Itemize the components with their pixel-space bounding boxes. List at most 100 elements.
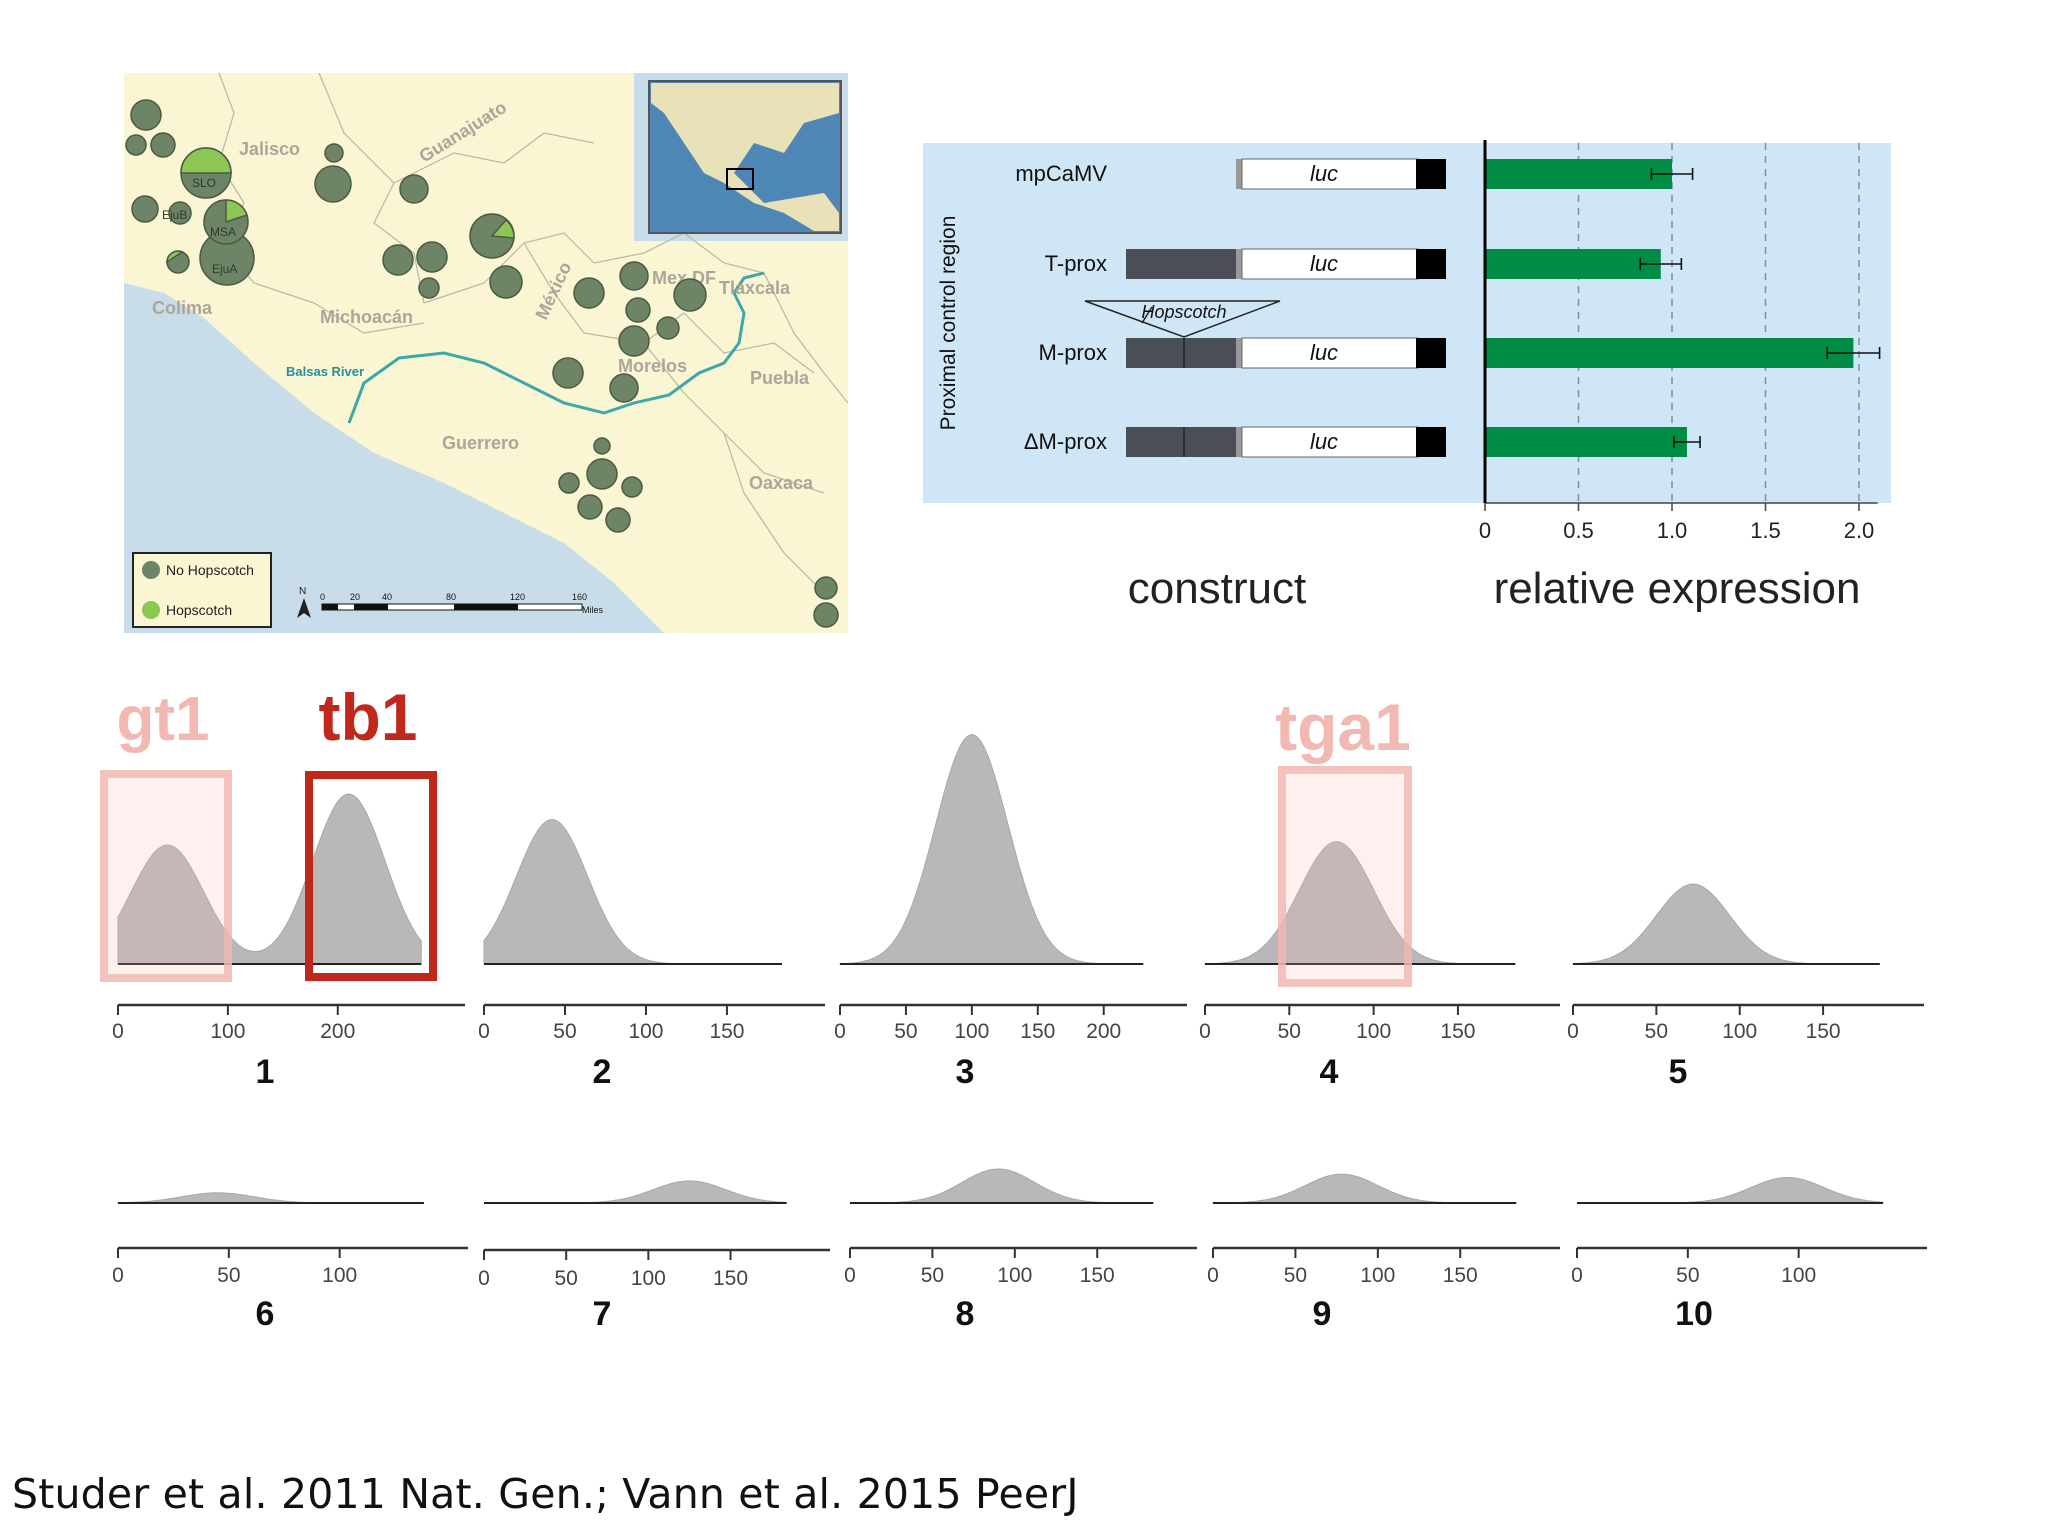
inset-map	[648, 80, 842, 234]
promoter-block	[1126, 249, 1238, 279]
terminator-block	[1416, 159, 1446, 189]
x-tick-label: 50	[894, 1020, 917, 1043]
construct-name: mpCaMV	[1015, 161, 1107, 186]
state-label-jalisco: Jalisco	[239, 139, 300, 159]
map-land	[124, 73, 848, 633]
density-plot-10: 0 50 100 10	[1571, 1177, 1927, 1333]
site-label-msa: MSA	[210, 225, 236, 239]
error-bar	[1650, 168, 1694, 180]
legend-hopscotch: Hopscotch	[166, 602, 232, 618]
promoter-block	[1126, 427, 1238, 457]
x-tick-label: 100	[1356, 1020, 1391, 1043]
density-plot-2: 0 50 100 150 2	[478, 819, 825, 1091]
x-tick-label: 50	[921, 1264, 944, 1287]
density-area	[1577, 1177, 1884, 1204]
state-label-puebla: Puebla	[750, 368, 810, 388]
spacer-block	[1236, 249, 1244, 279]
map-svg: Jalisco Guanajuato Colima Michoacán Méxi…	[124, 72, 849, 633]
north-arrow-icon: N	[297, 586, 311, 618]
panel-number: 7	[593, 1295, 612, 1333]
x-tick-label: 50	[1284, 1264, 1307, 1287]
terminator-block	[1416, 338, 1446, 368]
state-borders	[218, 72, 849, 594]
svg-text:Miles: Miles	[582, 605, 604, 615]
svg-text:160: 160	[572, 592, 587, 602]
spacer-block	[1236, 427, 1244, 457]
panel-number: 6	[256, 1295, 275, 1333]
bar-mpCaMV	[1485, 159, 1672, 189]
panel-number: 9	[1313, 1295, 1332, 1333]
legend-no-hopscotch: No Hopscotch	[166, 562, 254, 578]
density-area	[117, 793, 422, 965]
density-plot-6: 0 50 100 6	[112, 1192, 468, 1333]
highlight-tb1: tb1	[305, 680, 437, 981]
panel-number: 2	[593, 1053, 612, 1091]
construct-rows: mpCaMV luc T-prox luc M-prox luc Hopscotch ΔM-p…	[1015, 158, 1446, 458]
highlight-box	[305, 771, 437, 981]
highlight-box	[100, 770, 232, 982]
balsas-river	[347, 271, 765, 424]
site-label-ejub: EjuB	[162, 208, 187, 222]
x-tick-label: 150	[1440, 1020, 1475, 1043]
x-tick-label: 100	[322, 1264, 357, 1287]
x-tick-label: 100	[997, 1264, 1032, 1287]
terminator-block	[1416, 427, 1446, 457]
x-tick-label: 0	[1199, 1020, 1211, 1043]
svg-text:120: 120	[510, 592, 525, 602]
density-plot-8: 0 50 100 150 8	[844, 1168, 1197, 1333]
x-tick-label: 50	[1278, 1020, 1301, 1043]
spacer-block	[1236, 159, 1244, 189]
density-area	[1212, 1173, 1517, 1204]
site-label-slo: SLO	[192, 176, 216, 190]
density-plot-1: 0 100 200 1	[112, 793, 465, 1091]
highlight-box	[1278, 766, 1412, 987]
x-axis-title: relative expression	[1494, 564, 1861, 613]
x-tick-label: 150	[1443, 1264, 1478, 1287]
construct-row: M-prox luc Hopscotch	[1039, 300, 1446, 369]
svg-text:40: 40	[382, 592, 392, 602]
luciferase-construct-figure: Proximal control region mpCaMV luc T-prox l…	[920, 135, 1920, 625]
density-area	[850, 1168, 1154, 1204]
x-tick-label: 50	[553, 1020, 576, 1043]
state-label-guerrero: Guerrero	[442, 433, 519, 453]
bar-T-prox	[1485, 249, 1661, 279]
x-tick-label: 150	[1020, 1020, 1055, 1043]
construct-caption: construct	[1128, 564, 1307, 613]
x-tick-label: 50	[217, 1264, 240, 1287]
site-labels: SLO EjuB MSA EjuA	[162, 176, 237, 276]
x-tick-label: 0	[112, 1264, 124, 1287]
density-plot-7: 0 50 100 150 7	[478, 1180, 830, 1333]
state-label-tlaxcala: Tlaxcala	[719, 278, 791, 298]
gene-label: gt1	[117, 685, 210, 754]
state-label-oaxaca: Oaxaca	[749, 473, 814, 493]
density-plot-3: 0 50 100 150 200 3	[834, 733, 1187, 1091]
x-tick-label: 0	[1207, 1264, 1219, 1287]
x-tick-label: 100	[954, 1020, 989, 1043]
y-axis-label: Proximal control region	[937, 216, 960, 431]
density-plot-9: 0 50 100 150 9	[1207, 1173, 1560, 1333]
reporter-label: luc	[1310, 429, 1338, 454]
x-tick-label: 0	[1571, 1264, 1583, 1287]
panel-number: 5	[1669, 1053, 1688, 1091]
x-tick-label: 200	[320, 1020, 355, 1043]
density-area	[1572, 883, 1880, 965]
reporter-box	[1241, 337, 1419, 369]
map-legend: No Hopscotch Hopscotch	[132, 552, 272, 628]
density-area	[484, 1180, 787, 1204]
panel-number: 4	[1320, 1053, 1339, 1091]
error-bar	[1639, 258, 1683, 270]
x-tick-label: 150	[1806, 1020, 1841, 1043]
bar-ΔM-prox	[1485, 427, 1687, 457]
x-tick-label: 1.0	[1657, 518, 1688, 543]
citation: Studer et al. 2011 Nat. Gen.; Vann et al…	[12, 1470, 1079, 1518]
x-tick-label: 150	[713, 1267, 748, 1290]
x-tick-label: 0	[834, 1020, 846, 1043]
panel-number: 8	[956, 1295, 975, 1333]
x-tick-label: 150	[709, 1020, 744, 1043]
panel-number: 3	[956, 1053, 975, 1091]
site-label-ejua: EjuA	[212, 262, 237, 276]
x-tick-label: 100	[1360, 1264, 1395, 1287]
hopscotch-insertion: Hopscotch	[1084, 300, 1281, 338]
bar-marks	[1485, 159, 1881, 457]
river-label: Balsas River	[286, 364, 364, 379]
